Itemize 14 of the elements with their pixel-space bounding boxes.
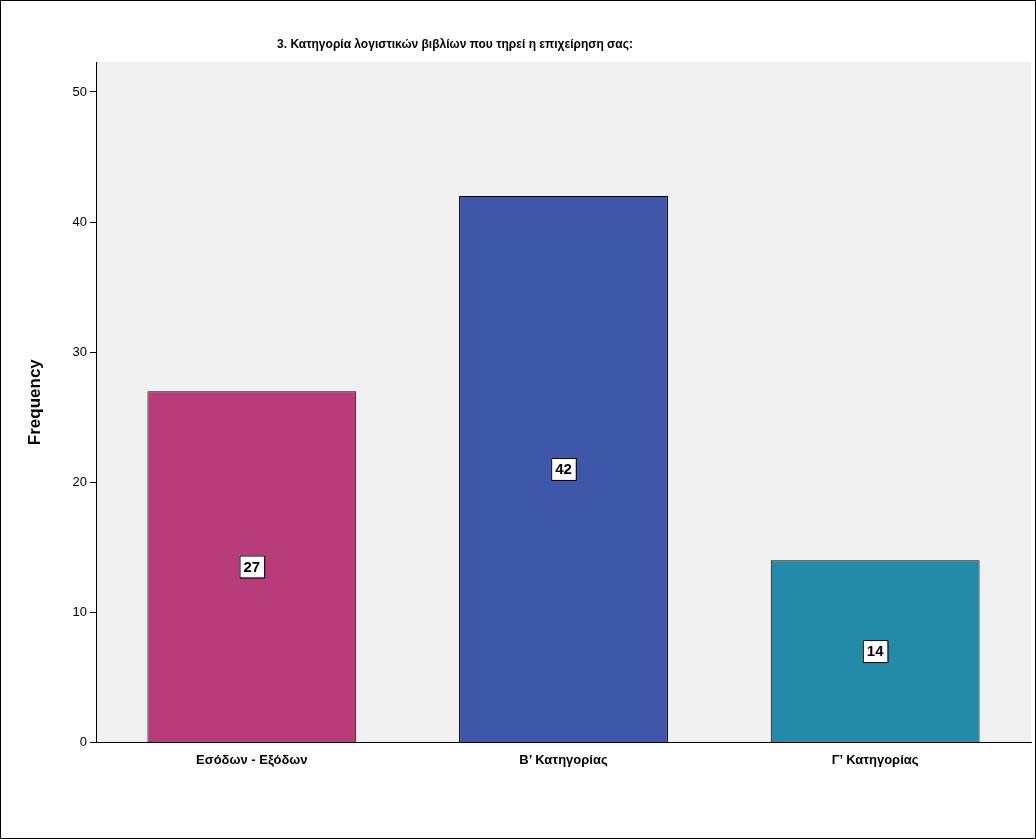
data-label: 14 (866, 642, 885, 660)
data-label: 27 (243, 557, 261, 575)
x-tick-label: Β’ Κατηγορίας (519, 751, 608, 767)
y-tick-label: 50 (72, 83, 87, 99)
y-tick-label: 40 (72, 213, 87, 229)
x-tick-label: Εσόδων - Εξόδων (196, 751, 308, 767)
y-tick-label: 10 (72, 603, 87, 619)
y-tick-label: 20 (72, 473, 87, 489)
chart-title: 3. Κατηγορία λογιστικών βιβλίων που τηρεί η επιχείρηση σας: (277, 37, 633, 52)
y-axis-title: Frequency (24, 358, 44, 446)
x-tick-label: Γ’ Κατηγορίας (831, 751, 919, 767)
y-tick-label: 30 (72, 343, 87, 359)
data-label: 42 (555, 460, 572, 478)
y-tick-label: 0 (79, 733, 87, 749)
